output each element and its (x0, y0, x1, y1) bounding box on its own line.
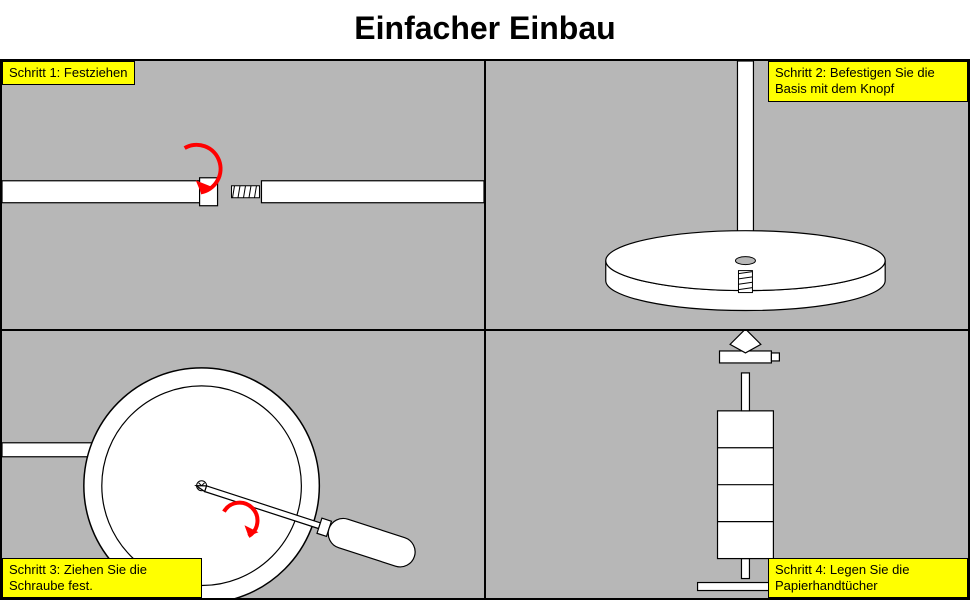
caption-step-1: Schritt 1: Festziehen (2, 61, 135, 85)
panel-step-2: Schritt 2: Befestigen Sie die Basis mit … (486, 61, 970, 331)
diagram-step-1 (2, 61, 484, 329)
page-title: Einfacher Einbau (0, 0, 970, 59)
panel-step-4: Schritt 4: Legen Sie die Papierhandtüche… (486, 331, 970, 600)
steps-grid: Schritt 1: Festziehen Schritt 2: Befesti… (0, 59, 970, 600)
caption-step-2: Schritt 2: Befestigen Sie die Basis mit … (768, 61, 968, 102)
infographic-container: Einfacher Einbau Schritt 1: Festziehen S… (0, 0, 970, 600)
panel-step-3: Schritt 3: Ziehen Sie die Schraube fest. (2, 331, 486, 600)
caption-step-4: Schritt 4: Legen Sie die Papierhandtüche… (768, 558, 968, 599)
caption-step-3: Schritt 3: Ziehen Sie die Schraube fest. (2, 558, 202, 599)
panel-step-1: Schritt 1: Festziehen (2, 61, 486, 331)
